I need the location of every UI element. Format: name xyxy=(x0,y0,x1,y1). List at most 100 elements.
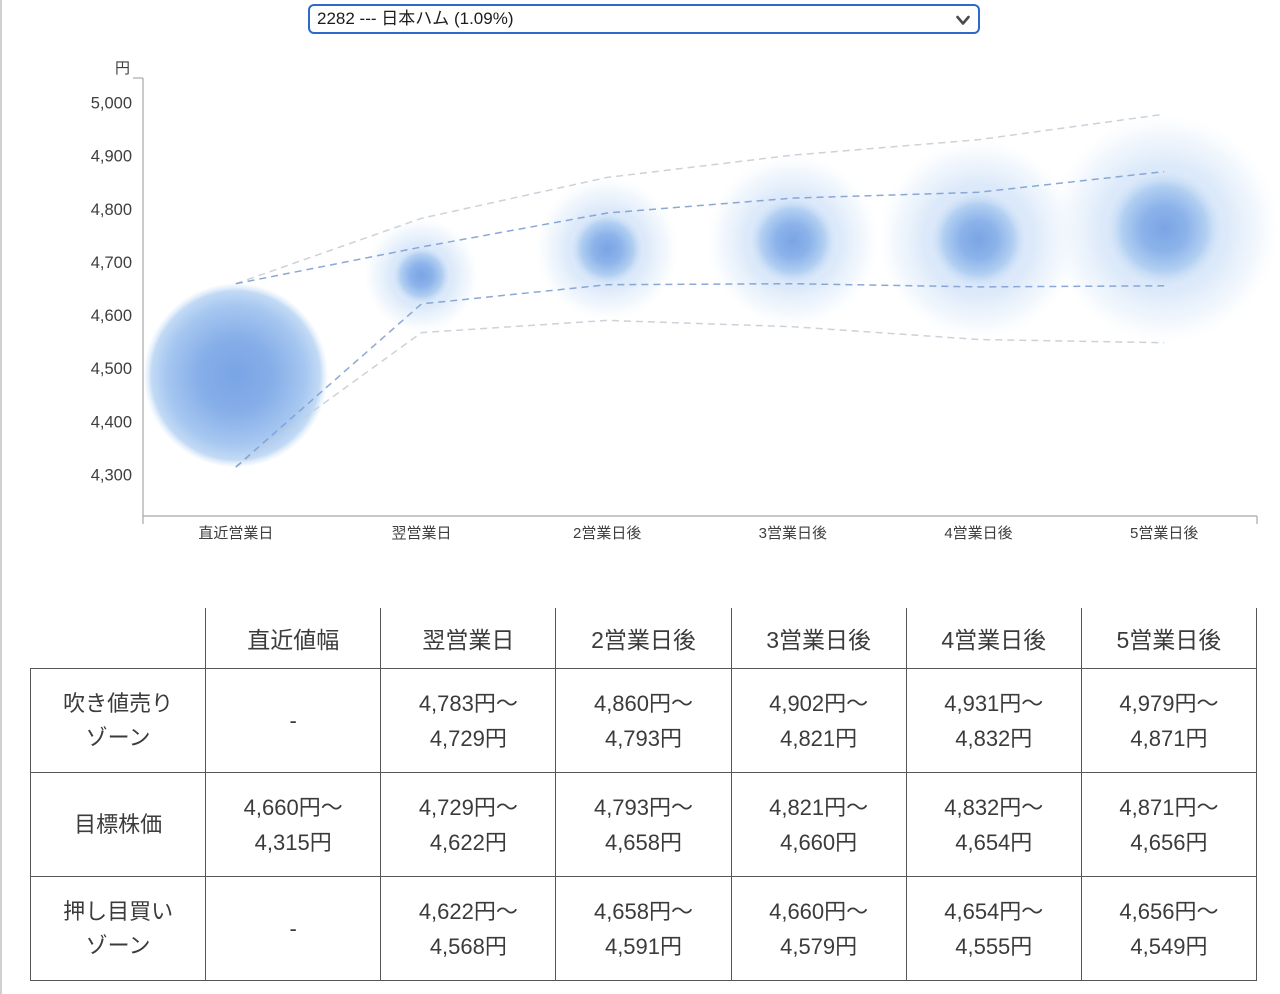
row-label-line: 押し目買い xyxy=(63,898,174,924)
table-corner-cell xyxy=(30,608,207,669)
bubble-layer xyxy=(144,114,1279,468)
forecast-target-bubble xyxy=(571,213,644,285)
row-label-line: 目標株価 xyxy=(74,811,163,837)
table-cell-line: 4,549円 xyxy=(1130,933,1208,959)
target-lower-line xyxy=(235,282,1165,468)
table-cell-line: 4,622円 xyxy=(429,829,507,855)
table-cell-line: 4,656円 xyxy=(1130,829,1208,855)
row-label-line: 吹き値売り xyxy=(63,690,174,716)
table-cell-line: 4,656円〜 xyxy=(1119,898,1219,924)
table-cell-line: 4,568円 xyxy=(429,933,507,959)
stock-selector[interactable]: 2282 --- 日本ハム (1.09%) xyxy=(308,4,980,34)
table-cell: 4,660円〜 4,315円 xyxy=(205,772,382,877)
table-cell-line: - xyxy=(289,708,297,733)
forecast-table: 直近値幅 翌営業日 2営業日後 3営業日後 4営業日後 5営業日後吹き値売りゾーン - 4,7… xyxy=(29,608,1258,981)
table-row: 吹き値売りゾーン - 4,783円〜 4,729円 4,860円〜 4,793円 4,902… xyxy=(29,668,1258,773)
zone-lower-line xyxy=(235,319,1165,468)
table-cell-line: 4,660円〜 xyxy=(769,898,869,924)
forecast-bubble-chart: 円 5,000 4,900 4,800 4,700 4,600 4,500 4,400 4,30… xyxy=(91,60,1279,542)
table-cell: - xyxy=(205,668,382,773)
target-upper-line xyxy=(235,170,1165,285)
x-axis-category-label: 5営業日後 xyxy=(1130,525,1198,542)
table-cell-line: 4,821円〜 xyxy=(769,794,869,820)
row-label: 押し目買い ゾーン xyxy=(29,876,207,981)
table-header-row: 直近値幅 翌営業日 2営業日後 3営業日後 4営業日後 5営業日後 xyxy=(30,608,1258,669)
table-cell-line: 4,591円 xyxy=(604,933,683,959)
y-axis-tick-label: 4,600 xyxy=(91,307,132,325)
table-row: 目標株価 4,660円〜 4,315円 4,729円〜 4,622円 4,793円〜 4,6… xyxy=(29,772,1258,877)
table-cell-line: 4,821円 xyxy=(780,725,858,751)
table-cell: 4,871円〜 4,656円 xyxy=(1080,772,1258,877)
table-cell-line: 4,555円 xyxy=(955,933,1033,959)
row-label-line: ゾーン xyxy=(85,932,151,958)
y-axis-tick-label: 4,700 xyxy=(91,254,132,272)
table-cell: 4,729円〜 4,622円 xyxy=(380,772,557,877)
table-cell: 4,860円〜 4,793円 xyxy=(555,668,732,773)
y-axis-tick-label: 4,800 xyxy=(91,201,132,219)
table-cell: 4,622円〜 4,568円 xyxy=(380,876,557,981)
table-cell-line: 4,979円〜 xyxy=(1119,690,1219,716)
y-axis-unit-label: 円 xyxy=(115,60,130,77)
table-cell-line: 4,729円〜 xyxy=(418,794,518,820)
zone-upper-line xyxy=(235,113,1165,285)
y-axis-tick-label: 4,400 xyxy=(91,413,132,431)
table-cell: 4,783円〜 4,729円 xyxy=(380,668,557,773)
table-cell-line: 4,871円〜 xyxy=(1119,794,1219,820)
table-cell-line: 4,729円 xyxy=(429,725,507,751)
table-header-cell: 3営業日後 xyxy=(730,608,907,669)
row-label: 吹き値売り ゾーン xyxy=(29,668,207,773)
table-cell-line: 4,931円〜 xyxy=(944,690,1044,716)
table-cell: 4,658円〜 4,591円 xyxy=(555,876,732,981)
table-cell: 4,793円〜 4,658円 xyxy=(555,772,732,877)
y-axis-tick-label: 4,900 xyxy=(91,148,132,166)
table-cell-line: 4,793円 xyxy=(604,725,683,751)
table-header-cell: 5営業日後 xyxy=(1080,608,1258,669)
table-header-cell: 4営業日後 xyxy=(905,608,1082,669)
table-cell: 4,902円〜 4,821円 xyxy=(730,668,907,773)
x-axis-category-label: 4営業日後 xyxy=(944,525,1012,542)
dashed-line-layer xyxy=(235,113,1165,468)
table-header-cell: 翌営業日 xyxy=(380,608,557,669)
table-cell-line: 4,902円〜 xyxy=(769,690,869,716)
table-cell-line: 4,658円〜 xyxy=(593,898,694,924)
table-cell: 4,979円〜 4,871円 xyxy=(1080,668,1258,773)
stock-selector-wrap: 2282 --- 日本ハム (1.09%) xyxy=(308,4,980,34)
current-range-bubble xyxy=(144,283,328,468)
table-cell-line: 4,783円〜 xyxy=(418,690,518,716)
page-left-border xyxy=(0,0,2,994)
table-cell: 4,654円〜 4,555円 xyxy=(905,876,1082,981)
x-axis-category-label: 直近営業日 xyxy=(198,525,273,542)
x-axis-category-label: 翌営業日 xyxy=(391,525,451,542)
table-cell-line: 4,660円〜 xyxy=(243,794,343,820)
y-axis-tick-label: 4,500 xyxy=(91,360,132,378)
table-cell-line: 4,832円 xyxy=(955,725,1033,751)
table-cell-line: 4,658円 xyxy=(604,829,683,855)
table-cell-line: 4,622円〜 xyxy=(418,898,518,924)
table-cell: 4,656円〜 4,549円 xyxy=(1080,876,1258,981)
y-axis-tick-label: 5,000 xyxy=(91,95,132,113)
table-header-cell: 2営業日後 xyxy=(555,608,732,669)
table-cell: 4,821円〜 4,660円 xyxy=(730,772,907,877)
forecast-target-bubble xyxy=(750,198,836,284)
table-cell-line: 4,793円〜 xyxy=(593,794,694,820)
table-cell-line: 4,654円 xyxy=(955,829,1033,855)
table-cell-line: 4,315円 xyxy=(254,829,332,855)
forecast-target-bubble xyxy=(1107,171,1222,286)
table-cell-line: 4,860円〜 xyxy=(593,690,694,716)
x-axis-category-label: 3営業日後 xyxy=(759,525,827,542)
y-axis-tick-label: 4,300 xyxy=(91,467,132,485)
x-axis-category-label: 2営業日後 xyxy=(573,525,641,542)
row-label-line: ゾーン xyxy=(85,724,151,750)
forecast-target-bubble xyxy=(931,192,1026,287)
row-label: 目標株価 xyxy=(29,772,207,877)
table-header-cell: 直近値幅 xyxy=(205,608,382,669)
table-cell-line: - xyxy=(289,916,297,941)
table-cell: - xyxy=(205,876,382,981)
table-cell-line: 4,660円 xyxy=(780,829,858,855)
table-row: 押し目買いゾーン - 4,622円〜 4,568円 4,658円〜 4,591円 4,660… xyxy=(29,876,1258,981)
table-cell-line: 4,871円 xyxy=(1130,725,1208,751)
axis-layer: 円 5,000 4,900 4,800 4,700 4,600 4,500 4,400 4,30… xyxy=(91,60,1258,542)
table-cell: 4,832円〜 4,654円 xyxy=(905,772,1082,877)
table-cell: 4,931円〜 4,832円 xyxy=(905,668,1082,773)
